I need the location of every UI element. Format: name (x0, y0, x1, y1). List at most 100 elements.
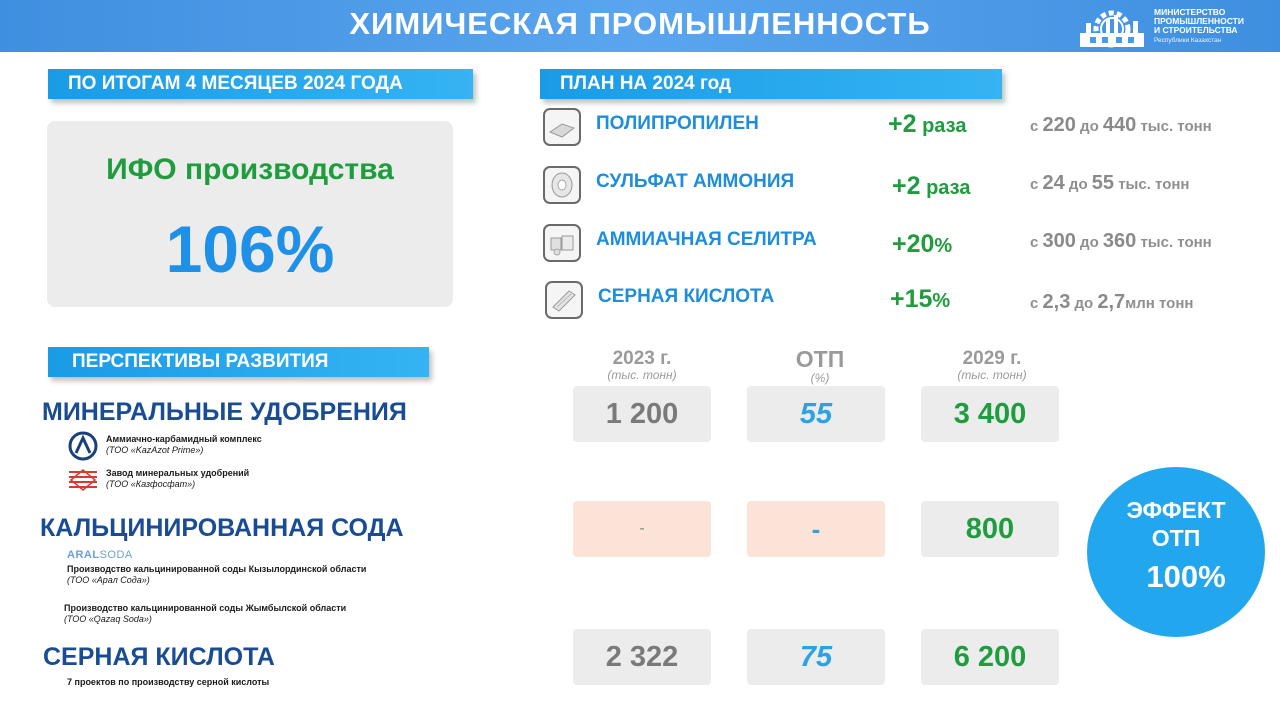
plan-item-growth: +2 раза (892, 172, 970, 201)
company-name: Производство кальцинированной соды Кызыл… (67, 564, 367, 574)
range-to-word: до (1075, 234, 1103, 251)
results-heading: ПО ИТОГАМ 4 МЕСЯЦЕВ 2024 ГОДА (48, 69, 473, 99)
plan-item-growth: +15% (890, 285, 950, 314)
growth-value: +20 (892, 230, 935, 258)
logo-line-1: МИНИСТЕРСТВО (1154, 7, 1226, 17)
polypropylene-icon (543, 108, 581, 146)
column-unit: (%) (810, 371, 830, 385)
range-to: 55 (1091, 172, 1115, 194)
plan-row-polypropylene: ПОЛИПРОПИЛЕН +2 раза с 220 до 440 тыс. т… (540, 108, 1260, 152)
plan-item-growth: +2 раза (888, 110, 966, 139)
growth-value: +15 (890, 285, 933, 313)
plan-item-name: АММИАЧНАЯ СЕЛИТРА (596, 229, 817, 250)
company-kazazot: Аммиачно-карбамидный комплекс (ТОО «KazA… (106, 434, 262, 456)
plan-item-range: с 300 до 360 тыс. тонн (1030, 230, 1212, 253)
plan-item-growth: +20% (892, 230, 952, 259)
range-to: 440 (1102, 114, 1137, 136)
plan-item-range: с 2,3 до 2,7млн тонн (1030, 291, 1193, 314)
plan-item-range: с 24 до 55 тыс. тонн (1030, 172, 1189, 195)
soda-2023-value: - (573, 501, 711, 557)
ministry-name: МИНИСТЕРСТВО ПРОМЫШЛЕННОСТИ И СТРОИТЕЛЬС… (1154, 8, 1244, 45)
growth-suffix: раза (920, 177, 971, 199)
logo-line-3: И СТРОИТЕЛЬСТВА (1154, 25, 1238, 35)
brand-part-b: SODA (99, 549, 133, 561)
column-header-2023: 2023 г. (тыс. тонн) (572, 348, 712, 382)
acid-otp-value: 75 (747, 629, 885, 685)
company-name: Аммиачно-карбамидный комплекс (106, 434, 262, 444)
growth-suffix: раза (916, 115, 967, 137)
ifo-card: ИФО производства 106% (47, 121, 453, 307)
column-header-2029: 2029 г. (тыс. тонн) (922, 348, 1062, 382)
header-bar: ХИМИЧЕСКАЯ ПРОМЫШЛЕННОСТЬ МИНИСТЕРСТВО П… (0, 0, 1280, 52)
soda-otp-value: - (747, 501, 885, 557)
mineral-2023-value: 1 200 (573, 386, 711, 442)
company-org: (ТОО «Qazaq Soda») (64, 614, 152, 624)
sulfuric-acid-note: 7 проектов по производству серной кислот… (67, 677, 270, 687)
page-title: ХИМИЧЕСКАЯ ПРОМЫШЛЕННОСТЬ (349, 6, 931, 41)
range-unit: тыс. тонн (1136, 118, 1212, 135)
range-from: 220 (1042, 114, 1076, 136)
company-aral-soda: Производство кальцинированной соды Кызыл… (67, 564, 366, 586)
plan-item-range: с 220 до 440 тыс. тонн (1030, 114, 1212, 137)
growth-value: +2 (892, 172, 921, 200)
ammonium-nitrate-icon (543, 224, 581, 262)
logo-line-2: ПРОМЫШЛЕННОСТИ (1154, 16, 1244, 26)
company-qazaq-soda: Производство кальцинированной соды Жымбы… (64, 603, 346, 625)
plan-item-name: СУЛЬФАТ АММОНИЯ (596, 171, 795, 192)
soda-ash-title: КАЛЬЦИНИРОВАННАЯ СОДА (40, 514, 404, 542)
company-org: (ТОО «KazAzot Prime») (106, 445, 204, 455)
company-name: Производство кальцинированной соды Жымбы… (64, 603, 347, 613)
effect-value: 100% (1146, 559, 1226, 594)
company-name: Завод минеральных удобрений (106, 468, 250, 478)
logo-subtitle: Республики Казахстан (1154, 37, 1222, 44)
column-header-otp: ОТП (%) (750, 346, 890, 385)
range-to-word: до (1064, 176, 1092, 193)
ministry-logo: МИНИСТЕРСТВО ПРОМЫШЛЕННОСТИ И СТРОИТЕЛЬС… (1076, 4, 1276, 50)
plan-item-name: СЕРНАЯ КИСЛОТА (598, 286, 775, 307)
range-from-word: с (1030, 118, 1043, 135)
range-from-word: с (1030, 295, 1043, 312)
range-to: 2,7 (1097, 291, 1126, 313)
kazazot-logo-icon (68, 431, 98, 461)
plan-item-name: ПОЛИПРОПИЛЕН (596, 113, 759, 134)
range-from: 300 (1042, 230, 1076, 252)
growth-suffix: % (934, 235, 953, 257)
column-title: ОТП (795, 346, 845, 372)
perspectives-heading: ПЕРСПЕКТИВЫ РАЗВИТИЯ (48, 347, 429, 377)
brand-part-a: ARAL (67, 549, 100, 561)
ifo-value: 106% (165, 212, 335, 286)
company-org: (ТОО «Арал Сода») (67, 575, 150, 585)
mineral-2029-value: 3 400 (921, 386, 1059, 442)
acid-2029-value: 6 200 (921, 629, 1059, 685)
soda-2029-value: 800 (921, 501, 1059, 557)
company-kazphosphate: Завод минеральных удобрений (ТОО «Казфос… (106, 468, 249, 490)
ifo-label: ИФО производства (106, 153, 394, 186)
range-to-word: до (1075, 118, 1103, 135)
range-unit: тыс. тонн (1136, 234, 1212, 251)
acid-2023-value: 2 322 (573, 629, 711, 685)
effect-line-2: ОТП (1151, 525, 1201, 551)
effect-line-1: ЭФФЕКТ (1126, 497, 1226, 523)
growth-value: +2 (888, 110, 917, 138)
range-unit: тыс. тонн (1114, 176, 1190, 193)
kazphosphate-logo-icon (69, 469, 97, 491)
range-unit: млн тонн (1125, 295, 1194, 312)
column-unit: (тыс. тонн) (607, 368, 677, 382)
sulfuric-acid-title: СЕРНАЯ КИСЛОТА (43, 643, 275, 671)
growth-suffix: % (932, 290, 951, 312)
range-to: 360 (1102, 230, 1137, 252)
plan-heading: ПЛАН НА 2024 год (540, 69, 1002, 99)
plan-row-ammonium-sulfate: СУЛЬФАТ АММОНИЯ +2 раза с 24 до 55 тыс. … (540, 166, 1260, 210)
range-from: 24 (1042, 172, 1065, 194)
range-from: 2,3 (1042, 291, 1071, 313)
plan-row-ammonium-nitrate: АММИАЧНАЯ СЕЛИТРА +20% с 300 до 360 тыс.… (540, 224, 1260, 268)
range-from-word: с (1030, 176, 1043, 193)
ammonium-sulfate-icon (543, 166, 581, 204)
effect-otp-circle: ЭФФЕКТ ОТП 100% (1087, 467, 1265, 637)
company-org: (ТОО «Казфосфат») (106, 479, 196, 489)
aral-soda-logo: ARALSODA (67, 549, 133, 561)
plan-row-sulfuric-acid: СЕРНАЯ КИСЛОТА +15% с 2,3 до 2,7млн тонн (540, 281, 1260, 325)
column-title: 2023 г. (612, 348, 672, 369)
sulfuric-acid-icon (545, 281, 583, 319)
